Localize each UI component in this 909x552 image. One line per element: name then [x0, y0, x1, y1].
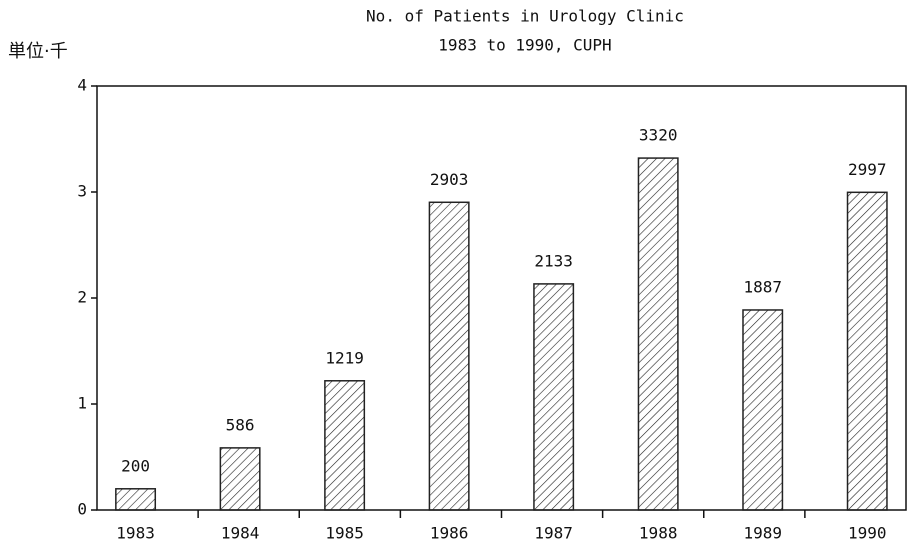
x-tick-label: 1989	[743, 524, 782, 543]
x-tick-label: 1990	[848, 524, 887, 543]
y-tick-label: 4	[77, 76, 87, 95]
x-tick-label: 1986	[430, 524, 469, 543]
bar	[324, 380, 366, 511]
bar	[115, 488, 157, 511]
value-label: 2133	[534, 251, 573, 270]
chart-title: No. of Patients in Urology Clinic	[366, 7, 684, 26]
x-tick-label: 1983	[116, 524, 155, 543]
y-tick-label: 3	[77, 182, 87, 201]
bar	[428, 201, 470, 511]
y-axis-label: 単位·千	[8, 41, 68, 62]
value-label: 200	[121, 456, 150, 475]
x-tick-label: 1987	[534, 524, 573, 543]
x-tick-label: 1988	[639, 524, 678, 543]
x-tick-label: 1985	[325, 524, 364, 543]
y-tick-label: 2	[77, 288, 87, 307]
value-label: 3320	[639, 126, 678, 145]
y-tick-label: 0	[77, 500, 87, 519]
bar	[742, 309, 784, 511]
y-tick-label: 1	[77, 394, 87, 413]
bar	[219, 447, 261, 511]
chart-subtitle: 1983 to 1990, CUPH	[438, 36, 611, 55]
x-tick-label: 1984	[221, 524, 260, 543]
value-label: 2997	[848, 160, 887, 179]
value-label: 2903	[430, 170, 469, 189]
bar	[846, 191, 888, 511]
value-label: 1887	[743, 277, 782, 296]
bar	[533, 283, 575, 511]
value-label: 1219	[325, 348, 364, 367]
bar	[637, 157, 679, 511]
plot-frame	[96, 85, 907, 511]
value-label: 586	[226, 415, 255, 434]
